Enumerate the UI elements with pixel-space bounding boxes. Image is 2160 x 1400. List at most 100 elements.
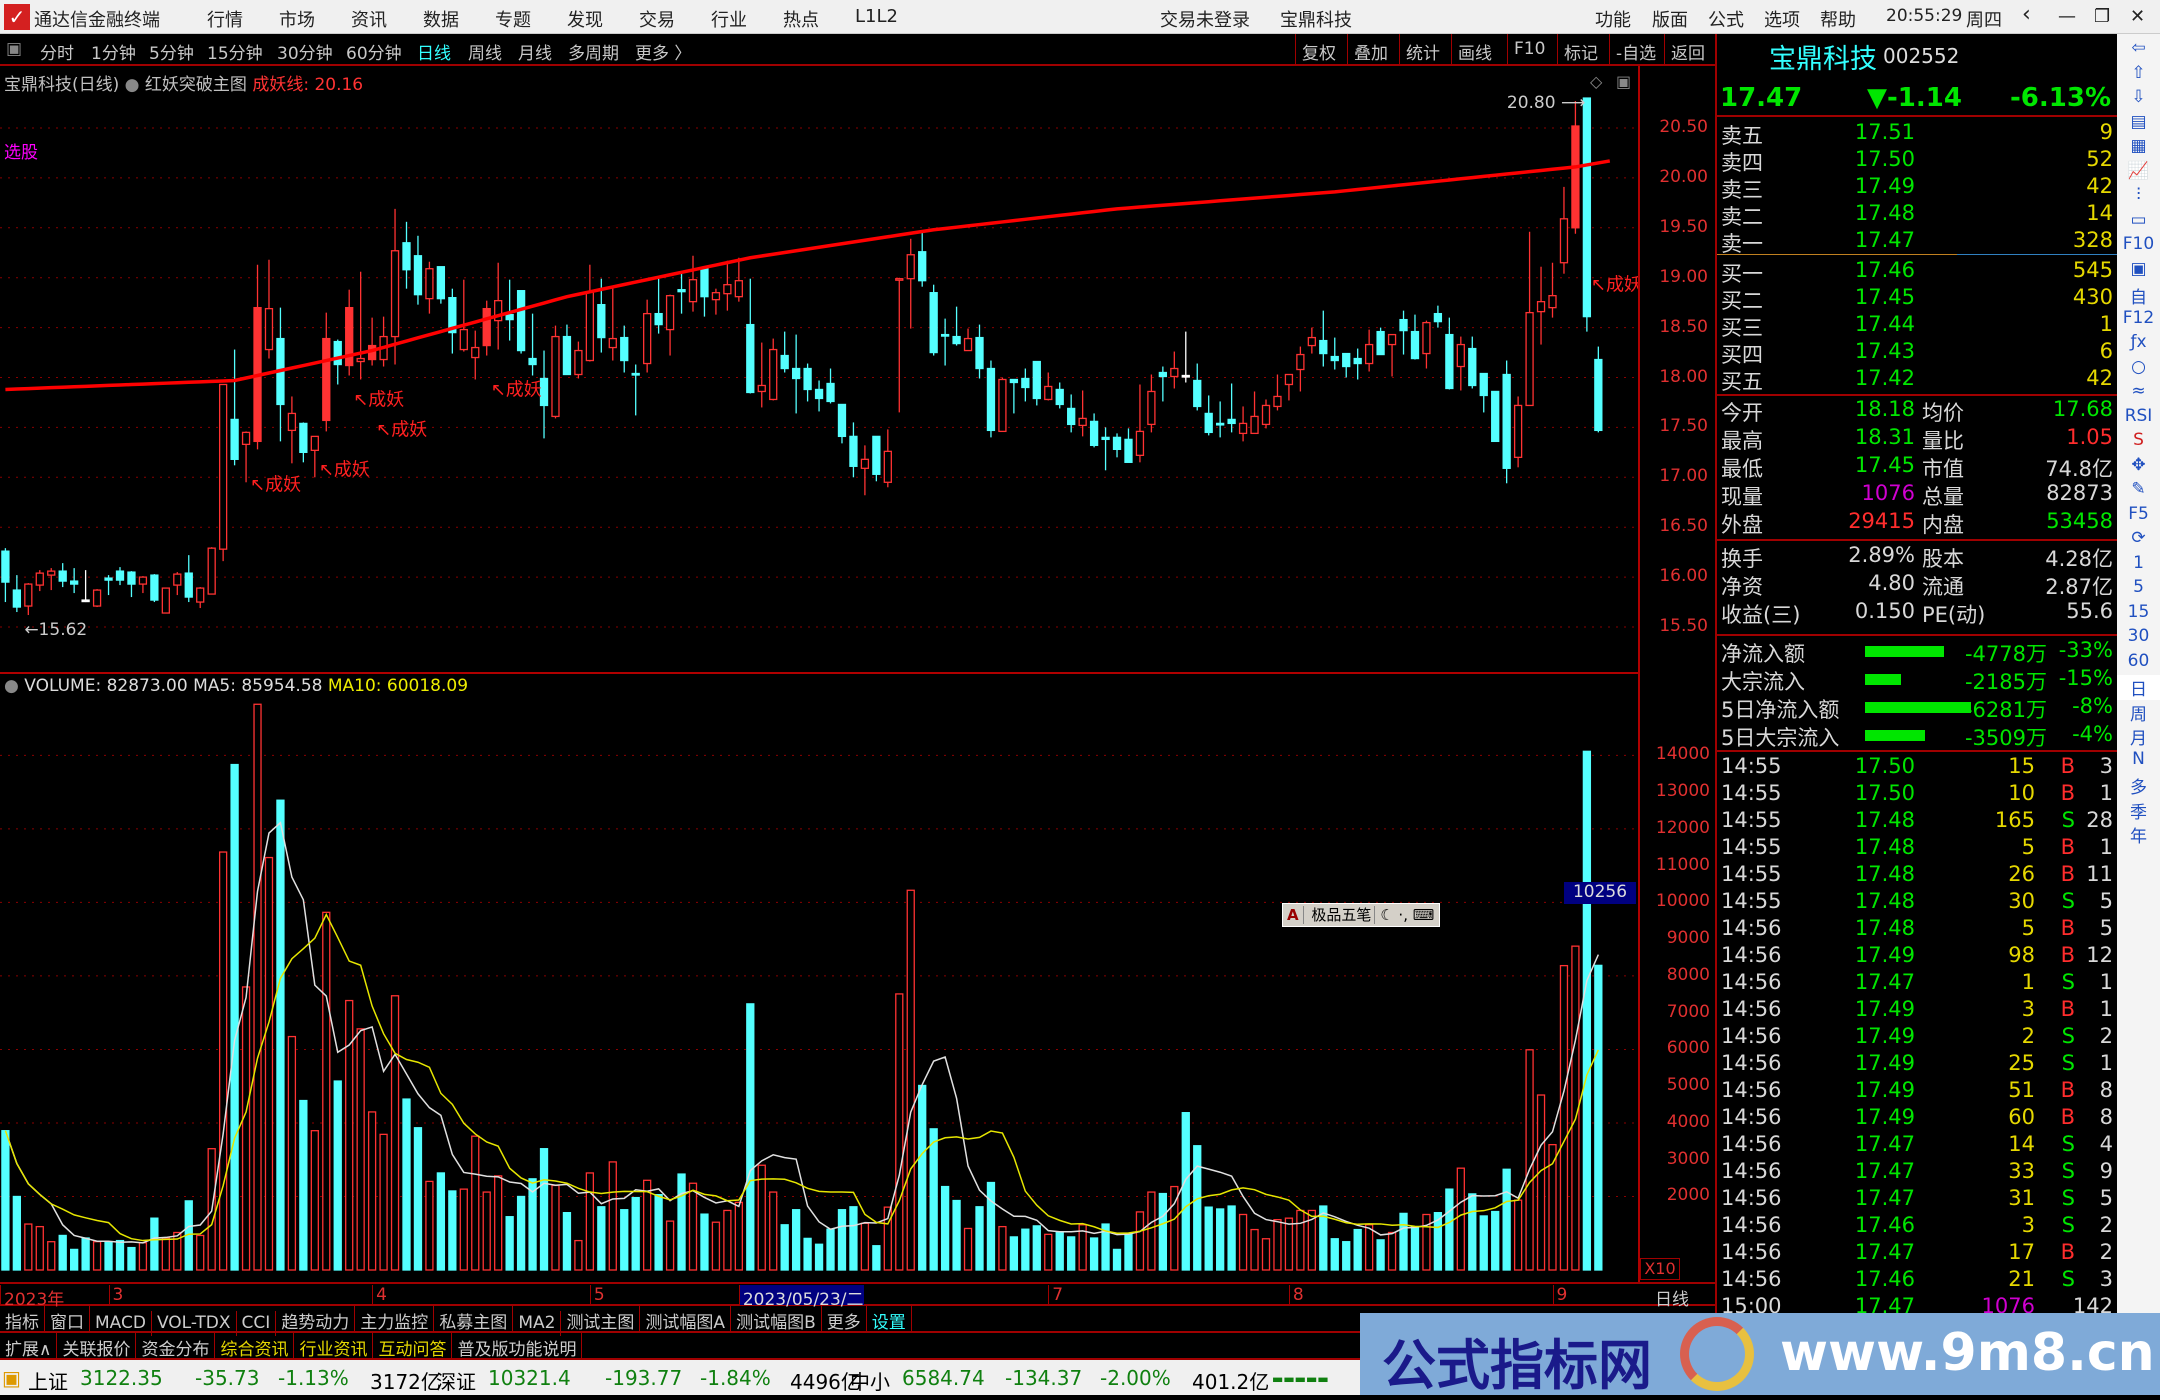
- candle[interactable]: [975, 324, 984, 379]
- indicator-tab[interactable]: VOL-TDX: [152, 1311, 237, 1336]
- candle[interactable]: [1032, 360, 1041, 406]
- volume-bar[interactable]: [1216, 1208, 1225, 1271]
- volume-bar[interactable]: [929, 1128, 938, 1271]
- candle[interactable]: [241, 431, 251, 483]
- volume-bar[interactable]: [402, 1098, 411, 1271]
- period-intraday[interactable]: 分时: [40, 44, 74, 64]
- candle[interactable]: [1216, 401, 1225, 438]
- candle[interactable]: [253, 264, 262, 450]
- side-1-icon[interactable]: 1: [2133, 552, 2144, 573]
- menu-options[interactable]: 选项: [1764, 10, 1800, 31]
- candle[interactable]: [585, 264, 595, 362]
- ime-punct-icon[interactable]: ·,: [1398, 906, 1408, 924]
- volume-bar[interactable]: [551, 1184, 560, 1271]
- volume-bar[interactable]: [1479, 1215, 1488, 1271]
- volume-bar[interactable]: [356, 1028, 365, 1271]
- candle[interactable]: [1147, 374, 1156, 433]
- return-button[interactable]: 返回: [1664, 34, 1711, 66]
- volume-bar[interactable]: [677, 1173, 686, 1271]
- candle[interactable]: [734, 257, 743, 302]
- volume-bar[interactable]: [1009, 1236, 1019, 1271]
- candle[interactable]: [906, 238, 915, 329]
- candle[interactable]: [448, 288, 457, 354]
- volume-bar[interactable]: [814, 1243, 824, 1271]
- candle[interactable]: [1387, 333, 1397, 377]
- candle[interactable]: [1158, 366, 1168, 402]
- volume-bar[interactable]: [791, 1209, 801, 1271]
- candle[interactable]: [1112, 433, 1122, 458]
- volume-bar[interactable]: [620, 1209, 629, 1271]
- candle[interactable]: [505, 279, 514, 341]
- candle[interactable]: [127, 571, 136, 598]
- candle[interactable]: [1364, 329, 1374, 372]
- volume-bar[interactable]: [92, 1241, 102, 1271]
- candle[interactable]: [1101, 427, 1110, 471]
- volume-bar[interactable]: [826, 1228, 835, 1271]
- menu-layout[interactable]: 版面: [1652, 10, 1688, 31]
- candle[interactable]: [1468, 336, 1477, 389]
- volume-bar[interactable]: [47, 1241, 56, 1271]
- side-pencil-icon[interactable]: ✎: [2131, 479, 2146, 499]
- volume-dropdown-icon[interactable]: ●: [4, 676, 19, 696]
- candle[interactable]: [425, 261, 434, 314]
- volume-bar[interactable]: [413, 1127, 423, 1271]
- candle[interactable]: [379, 316, 388, 367]
- indicator-name[interactable]: 红妖突破主图: [144, 75, 247, 95]
- volume-bar[interactable]: [940, 1185, 950, 1271]
- volume-bar[interactable]: [459, 1188, 468, 1271]
- volume-bar[interactable]: [1491, 1210, 1500, 1271]
- volume-bar[interactable]: [1067, 1236, 1076, 1271]
- candle[interactable]: [12, 575, 22, 613]
- candle[interactable]: [1238, 406, 1248, 442]
- candle[interactable]: [230, 349, 239, 466]
- candle[interactable]: [276, 307, 285, 442]
- info-tab[interactable]: 扩展∧: [0, 1333, 58, 1360]
- candle[interactable]: [1181, 331, 1190, 383]
- volume-bar[interactable]: [1250, 1228, 1259, 1271]
- volume-bar[interactable]: [700, 1213, 709, 1271]
- volume-bar[interactable]: [1273, 1218, 1282, 1271]
- volume-bar[interactable]: [218, 851, 228, 1271]
- panel-toggle-icon[interactable]: ▣: [6, 39, 23, 59]
- side-季-icon[interactable]: 季: [2130, 802, 2147, 823]
- candle[interactable]: [814, 380, 824, 412]
- indicator-tab[interactable]: 指标: [0, 1306, 45, 1333]
- volume-bar[interactable]: [299, 1099, 308, 1271]
- volume-bar[interactable]: [1468, 1193, 1477, 1271]
- candle[interactable]: [803, 363, 812, 402]
- volume-bar[interactable]: [436, 1172, 446, 1271]
- candle[interactable]: [723, 260, 732, 311]
- volume-bar[interactable]: [883, 1206, 892, 1271]
- side-report-icon[interactable]: ▤: [2130, 111, 2147, 132]
- period-1min[interactable]: 1分钟: [91, 44, 136, 64]
- candle[interactable]: [104, 575, 113, 596]
- indicator-tab[interactable]: 窗口: [45, 1306, 90, 1333]
- candle[interactable]: [1536, 266, 1546, 345]
- candle[interactable]: [1261, 399, 1271, 429]
- info-tab[interactable]: 关联报价: [57, 1333, 137, 1360]
- candle[interactable]: [1055, 382, 1064, 409]
- volume-bar[interactable]: [780, 1224, 789, 1271]
- candle[interactable]: [310, 435, 319, 478]
- volume-bar[interactable]: [173, 1231, 182, 1271]
- volume-bar[interactable]: [448, 1190, 457, 1271]
- info-tab[interactable]: 资金分布: [136, 1333, 216, 1360]
- period-multi[interactable]: 多周期: [568, 44, 619, 64]
- volume-bar[interactable]: [1536, 1094, 1546, 1271]
- side-refresh-icon[interactable]: ⟳: [2131, 528, 2146, 548]
- volume-bar[interactable]: [1158, 1192, 1168, 1271]
- candle[interactable]: [1296, 346, 1305, 392]
- volume-bar[interactable]: [1078, 1224, 1087, 1271]
- zx-index-name[interactable]: 中小: [850, 1370, 890, 1394]
- sh-index-name[interactable]: 上证: [28, 1370, 68, 1394]
- candle[interactable]: [688, 255, 698, 312]
- candle[interactable]: [1204, 395, 1213, 436]
- sz-index-name[interactable]: 深证: [436, 1370, 476, 1394]
- candle[interactable]: [356, 271, 365, 380]
- volume-bar[interactable]: [1181, 1112, 1190, 1271]
- volume-bar[interactable]: [24, 1223, 33, 1271]
- volume-bar[interactable]: [196, 1234, 205, 1271]
- volume-bar[interactable]: [1238, 1213, 1248, 1271]
- info-tab[interactable]: 综合资讯: [215, 1333, 295, 1360]
- diamond-icon[interactable]: ◇: [1590, 72, 1603, 91]
